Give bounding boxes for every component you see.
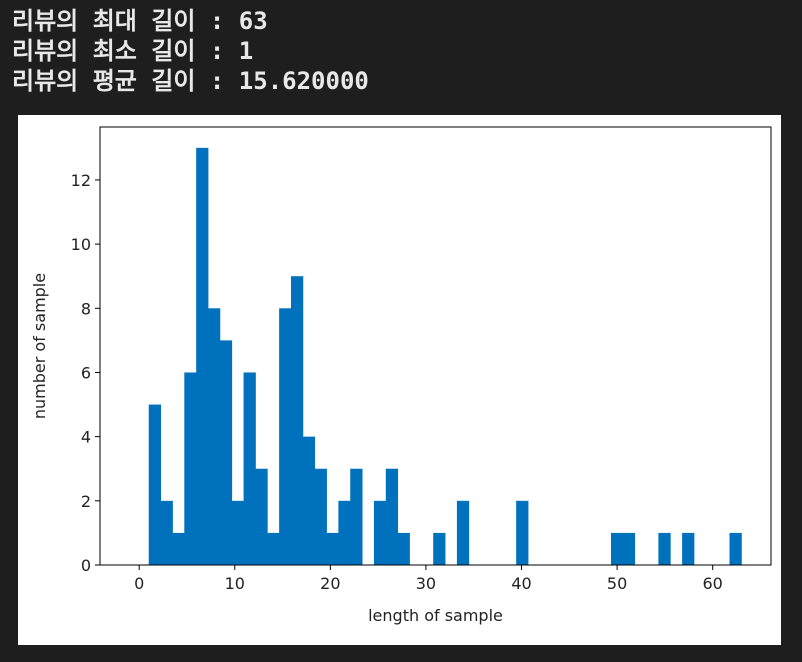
histogram-bar bbox=[231, 500, 244, 565]
histogram-bar bbox=[373, 500, 387, 565]
histogram-bar bbox=[682, 532, 695, 565]
x-tick-label: 10 bbox=[225, 574, 245, 593]
x-tick-label: 50 bbox=[607, 574, 627, 593]
histogram-bar bbox=[208, 308, 221, 565]
y-tick-label: 8 bbox=[81, 299, 91, 318]
histogram-bar bbox=[622, 532, 636, 565]
y-axis-label: number of sample bbox=[30, 273, 49, 419]
histogram-bar bbox=[290, 276, 304, 565]
histogram-bar bbox=[184, 372, 197, 565]
x-tick-label: 20 bbox=[320, 574, 340, 593]
x-tick-label: 0 bbox=[134, 574, 144, 593]
histogram-bar bbox=[433, 532, 446, 565]
histogram-bar bbox=[516, 500, 529, 565]
histogram-bar bbox=[729, 532, 742, 565]
histogram-bar bbox=[302, 436, 316, 565]
plot-frame bbox=[99, 126, 772, 566]
histogram-chart: 0 10 20 30 40 50 60 0 2 4 6 8 10 12 length of sample… bbox=[30, 126, 772, 625]
y-tick-label: 12 bbox=[71, 171, 91, 190]
histogram-bar bbox=[456, 500, 470, 565]
histogram-bar bbox=[350, 468, 363, 565]
console-output: 리뷰의 최대 길이 : 63 리뷰의 최소 길이 : 1 리뷰의 평균 길이 :… bbox=[12, 6, 369, 96]
histogram-bar bbox=[279, 308, 292, 565]
histogram-bar bbox=[148, 404, 162, 565]
histogram-bar bbox=[255, 468, 268, 565]
histogram-bar bbox=[610, 532, 624, 565]
max-length-line: 리뷰의 최대 길이 : 63 bbox=[12, 7, 268, 35]
x-ticks: 0 10 20 30 40 50 60 bbox=[134, 565, 723, 593]
y-tick-label: 6 bbox=[81, 363, 91, 382]
bars-group bbox=[148, 147, 742, 565]
min-length-line: 리뷰의 최소 길이 : 1 bbox=[12, 37, 254, 65]
histogram-bar bbox=[385, 468, 399, 565]
histogram-bar bbox=[314, 468, 327, 565]
histogram-bar bbox=[397, 532, 410, 565]
x-tick-label: 30 bbox=[416, 574, 436, 593]
x-axis-label: length of sample bbox=[368, 606, 503, 625]
x-tick-label: 40 bbox=[511, 574, 531, 593]
histogram-bar bbox=[196, 147, 209, 565]
y-tick-label: 10 bbox=[71, 235, 91, 254]
histogram-bar bbox=[267, 532, 280, 565]
histogram-bar bbox=[219, 340, 233, 565]
y-tick-label: 0 bbox=[81, 556, 91, 575]
y-tick-label: 2 bbox=[81, 492, 91, 511]
histogram-figure: 0 10 20 30 40 50 60 0 2 4 6 8 10 12 length of sample… bbox=[18, 115, 781, 645]
histogram-bar bbox=[338, 500, 351, 565]
histogram-bar bbox=[658, 532, 671, 565]
histogram-bar bbox=[172, 532, 185, 565]
x-tick-label: 60 bbox=[703, 574, 723, 593]
histogram-bar bbox=[243, 372, 256, 565]
y-tick-label: 4 bbox=[81, 428, 91, 447]
y-ticks: 0 2 4 6 8 10 12 bbox=[71, 171, 100, 575]
histogram-bar bbox=[160, 500, 173, 565]
histogram-bar bbox=[326, 532, 339, 565]
mean-length-line: 리뷰의 평균 길이 : 15.620000 bbox=[12, 67, 369, 95]
